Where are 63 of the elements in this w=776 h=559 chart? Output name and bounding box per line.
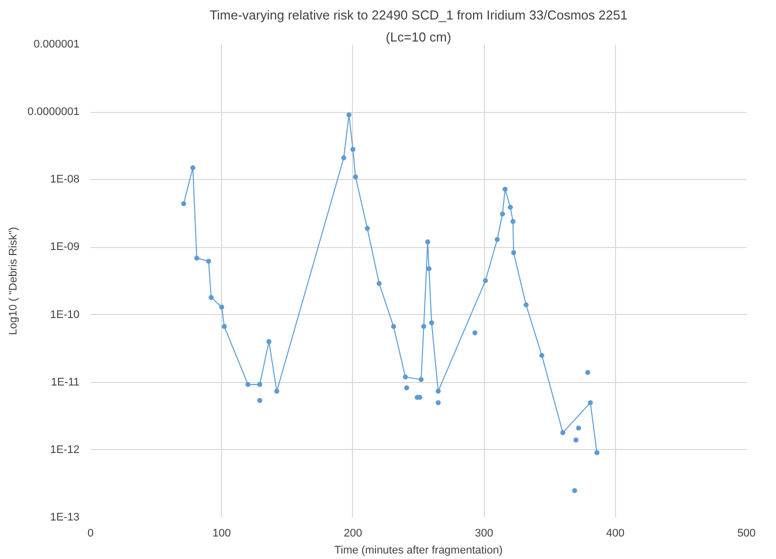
point	[404, 385, 410, 390]
point	[588, 400, 593, 406]
point	[194, 256, 200, 261]
point	[222, 324, 227, 330]
point	[472, 330, 478, 336]
point	[594, 450, 600, 456]
point	[429, 320, 434, 326]
point	[274, 388, 280, 394]
point	[346, 112, 352, 118]
point	[502, 186, 508, 192]
point	[482, 278, 488, 284]
point	[560, 430, 566, 436]
point	[585, 370, 590, 375]
point	[494, 237, 500, 242]
point	[245, 382, 250, 387]
point	[206, 258, 212, 264]
point	[510, 219, 516, 224]
x-axis-title: Time (minutes after fragmentation)	[334, 544, 503, 556]
point	[576, 426, 582, 431]
x-tick-label: 300	[474, 528, 494, 540]
point	[524, 302, 529, 308]
point	[436, 400, 441, 406]
y-tick-label: 1E-09	[50, 241, 80, 254]
x-tick-label: 200	[344, 528, 362, 540]
point	[208, 295, 214, 300]
point	[402, 374, 408, 380]
point	[257, 382, 262, 387]
point	[573, 438, 578, 443]
point	[391, 324, 396, 330]
chart-subtitle: (Lc=10 cm)	[386, 30, 452, 44]
point	[219, 304, 224, 310]
x-tick-label: 100	[212, 528, 231, 540]
point	[500, 212, 505, 217]
point	[341, 155, 346, 160]
point	[376, 281, 382, 286]
x-tick-label: 500	[737, 528, 756, 540]
point	[181, 201, 186, 206]
point	[426, 266, 432, 272]
y-tick-label: 1E-12	[50, 444, 80, 456]
point	[508, 204, 513, 210]
point	[572, 488, 578, 494]
y-tick-label: 0.0000001	[28, 106, 80, 118]
point	[190, 165, 196, 170]
point	[350, 146, 356, 152]
point	[425, 239, 430, 244]
x-tick-label: 0	[87, 528, 94, 540]
point	[436, 388, 441, 394]
point	[266, 339, 272, 344]
y-tick-label: 1E-08	[50, 174, 80, 186]
point	[418, 377, 424, 382]
chart-title: Time-varying relative risk to 22490 SCD_1 from Iridium 33/Cosmos 2251	[210, 8, 628, 22]
y-tick-label: 1E-10	[50, 308, 80, 321]
point	[364, 226, 370, 231]
y-tick-label: 1E-11	[50, 376, 80, 388]
y-axis-title: Log10 ( "Debris Risk")	[8, 226, 20, 336]
point	[353, 174, 358, 180]
y-tick-label: 0.000001	[34, 38, 80, 50]
point	[421, 324, 426, 330]
y-tick-label: 1E-13	[50, 512, 80, 524]
point	[539, 352, 544, 358]
point	[257, 398, 262, 403]
x-tick-label: 400	[606, 528, 624, 540]
point	[511, 250, 516, 256]
